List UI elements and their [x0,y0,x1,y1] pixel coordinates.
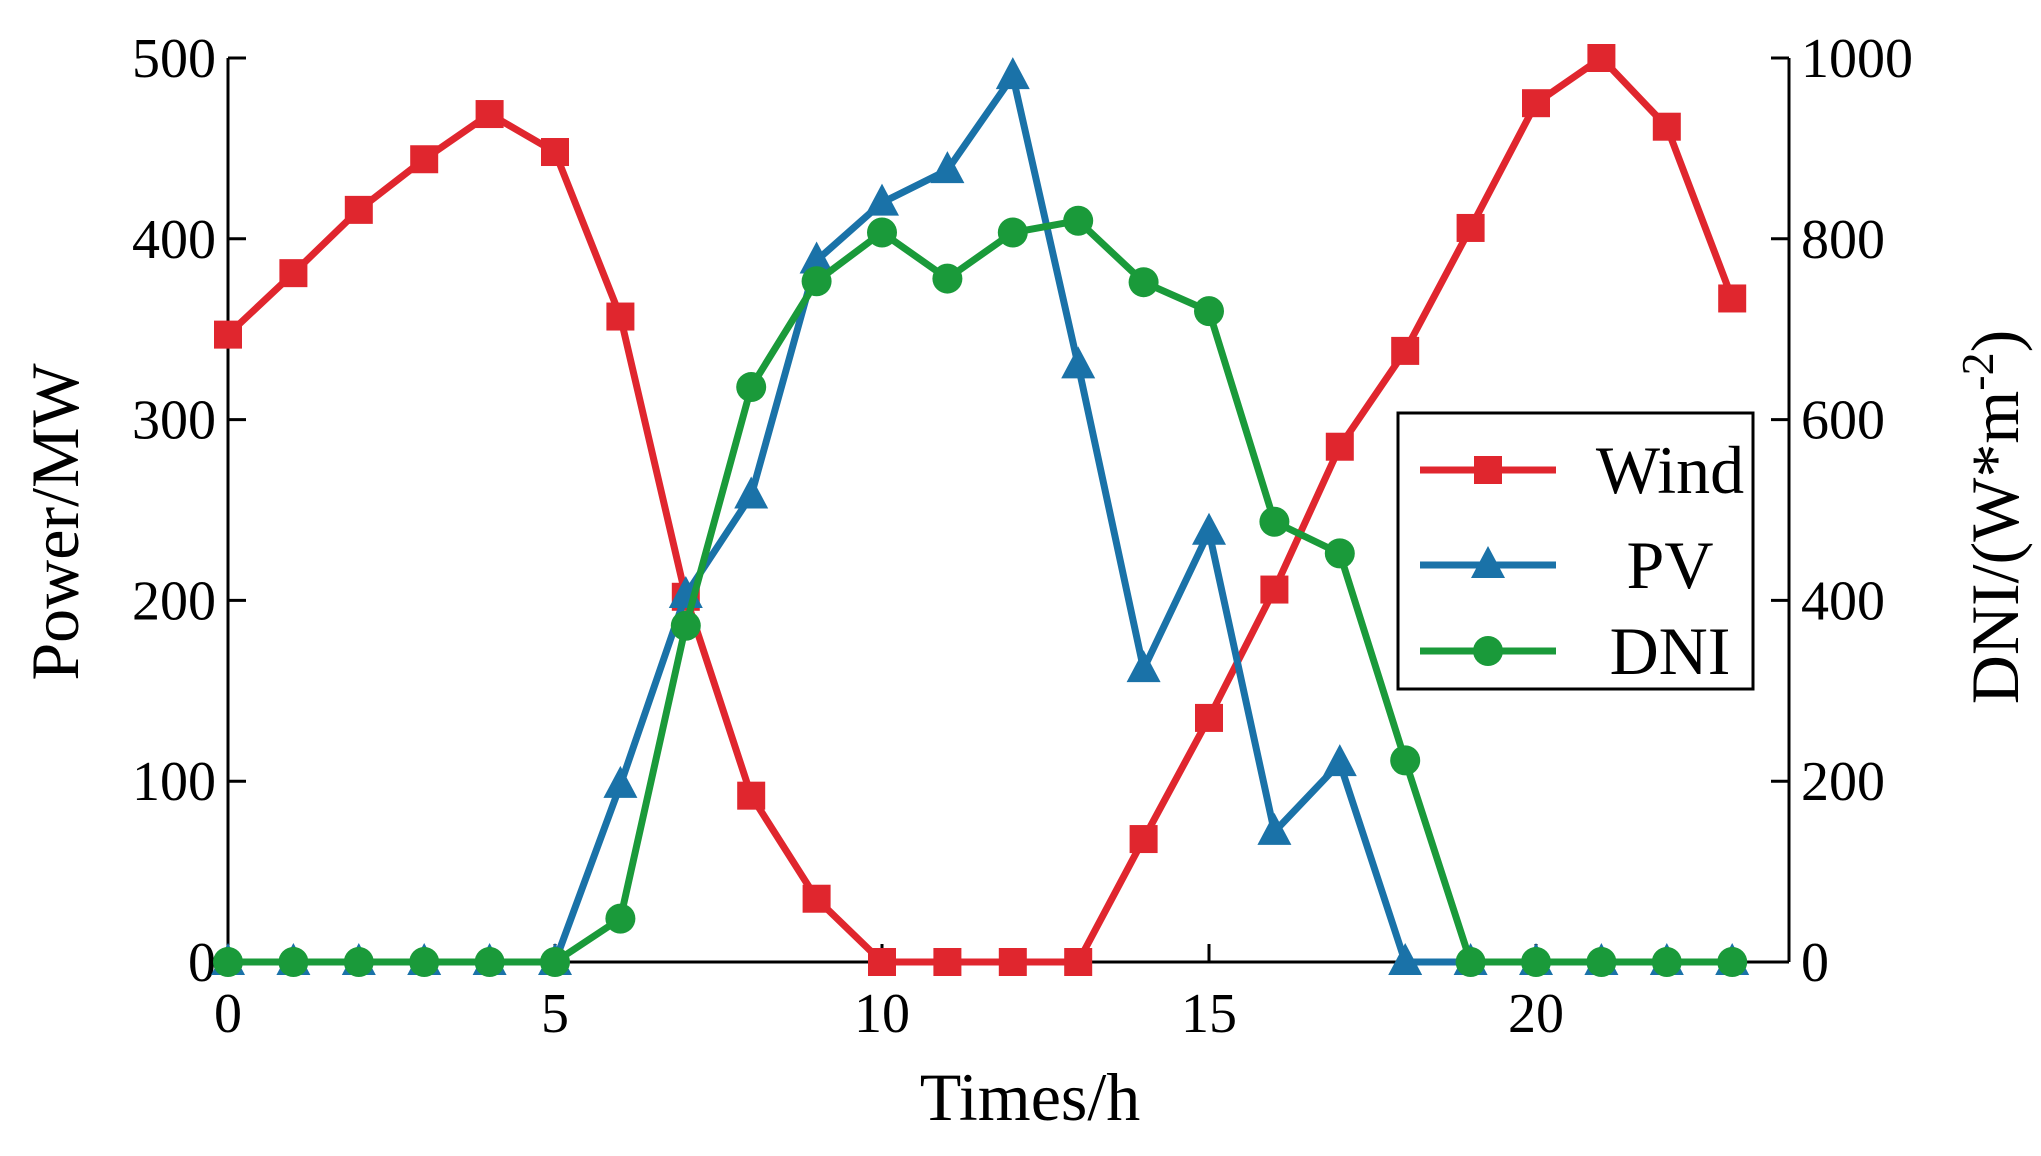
legend-marker-dni [1473,636,1503,666]
data-point-dni [1455,947,1486,977]
data-point-wind [214,320,242,349]
data-point-wind [410,145,439,174]
data-point-pv [930,151,965,184]
data-point-dni [736,372,767,403]
data-point-pv [799,241,834,274]
y-right-tick-label: 200 [1801,751,1885,813]
data-point-pv [995,57,1030,90]
data-point-dni [605,903,636,934]
data-point-dni [867,217,897,248]
data-point-dni [213,947,243,977]
series-layer [211,44,1750,977]
legend-label-wind: Wind [1596,432,1744,508]
x-tick-label: 5 [541,983,569,1045]
y-axis-title-right-base: DNI/(W*m [1957,391,2033,704]
data-point-dni [409,947,440,977]
data-point-wind [606,302,635,331]
legend-marker-wind [1474,456,1502,484]
axis-titles: Times/h Power/MW DNI/(W*m-2) [17,330,2033,1135]
data-point-pv [1388,943,1423,975]
data-point-dni [474,947,505,977]
data-point-dni [1259,506,1290,537]
y-left-tick-label: 100 [132,751,216,813]
x-tick-label: 10 [854,983,910,1045]
data-point-dni [540,947,570,977]
series-dni [213,205,1748,977]
y-right-tick-label: 0 [1801,932,1829,994]
data-point-pv [865,183,899,216]
y-axis-title-right: DNI/(W*m-2) [1952,330,2034,704]
data-point-wind [1195,703,1223,732]
data-point-wind [998,948,1027,976]
data-point-pv [603,765,638,798]
data-point-dni [997,217,1028,248]
data-point-dni [1521,947,1551,977]
data-point-wind [1522,89,1550,118]
data-point-wind [1325,432,1354,461]
data-point-dni [670,610,701,641]
data-point-wind [1718,284,1747,313]
data-point-pv [734,476,769,509]
data-point-wind [1456,213,1485,242]
y-left-tick-label: 0 [188,932,216,994]
data-point-wind [933,948,962,976]
data-point-dni [1717,947,1748,977]
x-tick-label: 20 [1508,983,1564,1045]
y-axis-title-right-exp: -2 [1952,352,2003,390]
data-point-wind [541,138,569,167]
data-point-dni [1390,745,1421,776]
data-point-pv [1322,744,1357,777]
data-point-dni [343,947,374,977]
y-right-tick-label: 800 [1801,209,1885,271]
data-point-wind [1260,575,1289,604]
data-point-pv [1126,650,1161,683]
data-point-wind [868,948,896,976]
x-axis-title: Times/h [920,1059,1140,1135]
data-point-pv [1257,812,1292,845]
data-point-wind [475,100,504,129]
series-wind [214,44,1747,976]
y-left-tick-label: 200 [132,570,216,632]
y-left-tick-label: 300 [132,390,216,452]
ticks: 0 5 10 15 2001002003004005000200400600800100… [132,28,1913,1045]
data-point-wind [1652,112,1681,141]
data-point-dni [1063,205,1094,236]
data-point-wind [1129,825,1158,854]
data-point-dni [1586,947,1617,977]
data-point-wind [344,195,373,224]
y-right-tick-label: 400 [1801,570,1885,632]
data-point-dni [1324,538,1355,569]
data-point-wind [802,884,831,913]
data-point-dni [1194,296,1224,327]
legend-marker-pv [1471,546,1505,578]
y-right-tick-label: 600 [1801,390,1885,452]
data-point-pv [1061,346,1096,379]
data-point-dni [801,266,832,297]
x-tick-label: 0 [214,983,242,1045]
data-point-dni [932,263,963,294]
data-point-wind [1587,44,1616,72]
data-point-dni [1128,267,1159,298]
data-point-wind [1064,948,1093,976]
data-point-dni [278,947,309,977]
legend-label-pv: PV [1627,527,1714,603]
data-point-wind [737,781,766,810]
y-left-tick-label: 400 [132,209,216,271]
y-left-tick-label: 500 [132,28,216,90]
legend: Wind PV DNI [1396,411,1755,691]
data-point-pv [1192,512,1226,545]
legend-label-dni: DNI [1610,613,1731,689]
y-axis-title-left: Power/MW [17,363,93,681]
y-right-tick-label: 1000 [1801,28,1913,90]
data-point-dni [1651,947,1682,977]
data-point-wind [1391,336,1420,365]
legend-box [1396,411,1755,691]
x-tick-label: 15 [1181,983,1237,1045]
data-point-wind [279,259,308,288]
y-axis-title-right-close: ) [1957,330,2033,353]
